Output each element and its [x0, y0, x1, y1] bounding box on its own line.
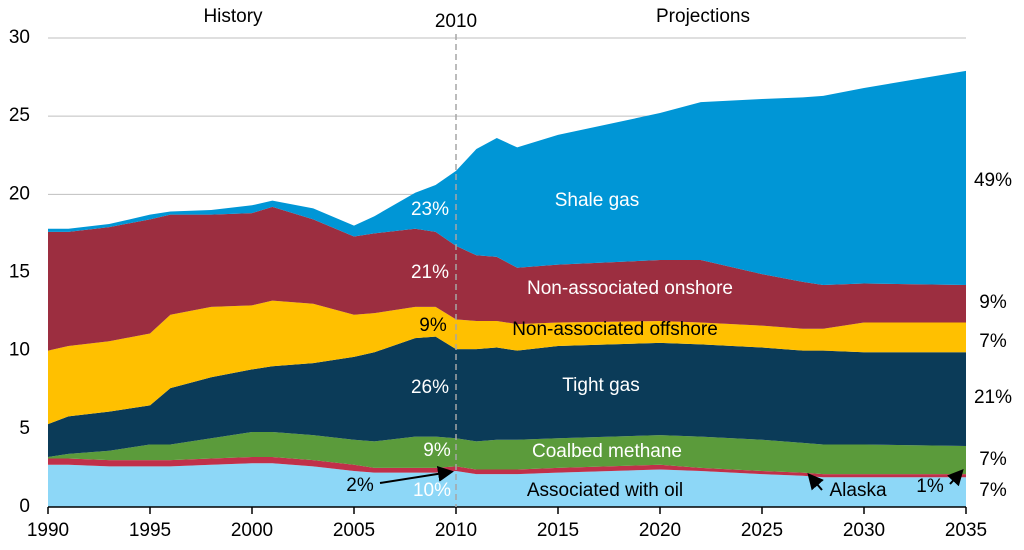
annotation: 9%	[979, 292, 1007, 313]
series-label: Tight gas	[562, 375, 639, 396]
y-tick-label: 0	[19, 496, 30, 517]
x-tick-label: 2005	[333, 520, 375, 541]
area	[48, 336, 966, 457]
divider-label: 2010	[435, 11, 477, 32]
annotation: 9%	[423, 440, 451, 461]
area	[48, 300, 966, 425]
overlay: 1990 1995 2000 2005 2010 2015 2020 2025 2030 2035…	[27, 6, 1012, 541]
series-label: Coalbed methane	[532, 441, 682, 462]
x-tick-label: 1995	[129, 520, 171, 541]
area	[48, 70, 966, 286]
y-tick-label: 25	[9, 105, 30, 126]
y-tick-label: 30	[9, 27, 30, 48]
annotation: 21%	[411, 262, 449, 283]
x-tick-label: 2020	[639, 520, 681, 541]
annotation: 10%	[413, 480, 451, 501]
x-tick-label: 2035	[945, 520, 987, 541]
area	[48, 456, 966, 478]
y-tick-label: 20	[9, 183, 30, 204]
annotation: 7%	[979, 331, 1007, 352]
annotation: 7%	[979, 449, 1007, 470]
annotation: 21%	[974, 387, 1012, 408]
y-tick-label: 10	[9, 340, 30, 361]
x-tick-label: 2025	[741, 520, 783, 541]
x-tick-label: 2030	[843, 520, 885, 541]
annotation: 7%	[979, 480, 1007, 501]
arrow	[379, 465, 454, 484]
arrow	[946, 469, 964, 487]
annotation: History	[203, 6, 263, 27]
series-label: Alaska	[829, 480, 886, 501]
arrow	[807, 472, 824, 491]
annotation: 49%	[974, 170, 1012, 191]
annotation: 9%	[419, 315, 447, 336]
x-tick-label: 2010	[435, 520, 477, 541]
annotation: 26%	[411, 377, 449, 398]
annotation: 23%	[411, 199, 449, 220]
x-tick-label: 2000	[231, 520, 273, 541]
x-tick-label: 1990	[27, 520, 69, 541]
annotation: 1%	[916, 476, 944, 497]
areas	[48, 70, 966, 507]
annotation: Projections	[656, 6, 750, 27]
area	[48, 206, 966, 351]
area	[48, 431, 966, 475]
area	[48, 463, 966, 507]
y-tick-label: 15	[9, 262, 30, 283]
y-tick-label: 5	[19, 418, 30, 439]
series-label: Non-associated onshore	[527, 278, 733, 299]
series-label: Shale gas	[555, 190, 640, 211]
series-label: Non-associated offshore	[512, 319, 718, 340]
x-tick-label: 2015	[537, 520, 579, 541]
annotation: 2%	[346, 475, 374, 496]
series-label: Associated with oil	[527, 480, 683, 501]
